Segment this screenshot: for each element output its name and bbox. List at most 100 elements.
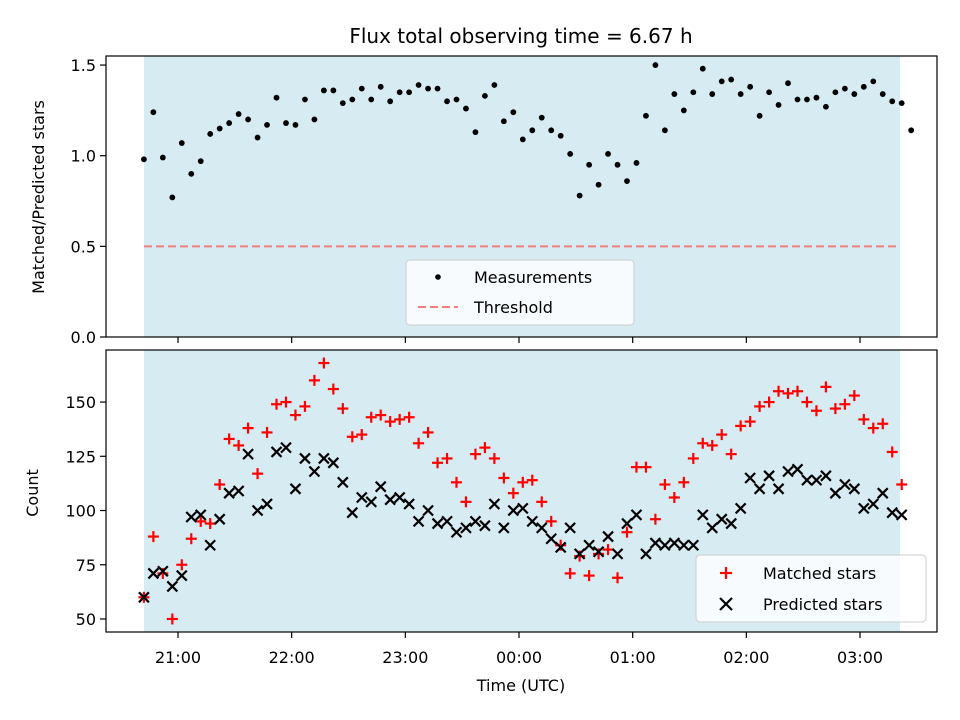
measurement-point <box>699 65 706 72</box>
measurement-point <box>879 91 886 97</box>
measurement-point <box>529 127 536 134</box>
predicted-star-point <box>517 502 529 515</box>
predicted-star-point <box>384 493 396 506</box>
matched-star-point <box>792 385 804 397</box>
measurement-point <box>510 109 517 116</box>
measurement-point <box>169 194 176 201</box>
y-tick-label: 1.5 <box>71 56 96 75</box>
matched-star-point <box>327 383 339 395</box>
matched-star-point <box>252 468 264 480</box>
x-tick-label: 03:00 <box>837 648 883 667</box>
predicted-star-point <box>166 580 179 593</box>
legend-matched-marker <box>720 567 732 579</box>
legend-measurements-marker <box>435 274 441 280</box>
measurement-point <box>311 116 318 123</box>
matched-star-point <box>479 442 491 454</box>
measurement-point <box>339 100 346 107</box>
predicted-star-point <box>848 483 861 495</box>
measurement-point <box>671 91 678 97</box>
matched-star-point <box>668 492 680 504</box>
predicted-star-point <box>829 487 842 499</box>
matched-star-point <box>356 429 368 441</box>
measurement-point <box>860 83 867 90</box>
measurement-point <box>614 161 621 168</box>
measurement-point <box>785 80 791 87</box>
bottom-legend: Matched stars Predicted stars <box>695 554 927 623</box>
matched-star-point <box>413 437 425 449</box>
measurement-point <box>197 158 204 165</box>
matched-star-point <box>536 496 548 508</box>
matched-star-point <box>678 476 690 488</box>
predicted-star-point <box>839 478 851 491</box>
predicted-star-point <box>213 513 226 525</box>
predicted-stars-points <box>138 441 908 604</box>
matched-star-point <box>763 396 775 408</box>
measurement-point <box>823 103 829 110</box>
matched-star-point <box>204 518 216 530</box>
matched-star-point <box>147 531 159 543</box>
x-tick-label: 02:00 <box>723 648 769 667</box>
x-tick-label: 01:00 <box>610 648 656 667</box>
y-tick-label: 75 <box>76 556 96 575</box>
predicted-star-point <box>460 522 472 534</box>
matched-star-point <box>498 472 510 484</box>
measurements-points <box>140 62 915 201</box>
measurement-point <box>273 94 280 101</box>
predicted-star-point <box>157 565 169 578</box>
measurement-point <box>661 127 668 134</box>
measurement-point <box>415 82 422 88</box>
x-tick-label: 21:00 <box>155 648 201 667</box>
bottom-y-axis-ticks: 50 75 100 125 150 <box>65 393 106 629</box>
predicted-star-point <box>393 491 406 504</box>
matched-star-point <box>659 478 671 490</box>
matched-star-point <box>308 374 320 386</box>
measurement-point <box>235 111 242 117</box>
matched-star-point <box>687 452 699 464</box>
measurement-point <box>226 120 233 126</box>
measurement-point <box>377 83 384 90</box>
predicted-star-point <box>280 441 292 454</box>
matched-star-point <box>867 422 879 434</box>
matched-star-point <box>517 476 529 488</box>
matched-star-point <box>337 403 349 415</box>
predicted-star-point <box>876 487 889 499</box>
legend-predicted-label: Predicted stars <box>763 595 883 614</box>
measurement-point <box>804 96 810 103</box>
legend-predicted-marker <box>719 597 733 611</box>
matched-star-point <box>735 420 747 432</box>
measurement-point <box>851 91 858 97</box>
measurement-point <box>889 98 896 105</box>
measurement-point <box>264 121 270 128</box>
measurement-point <box>841 85 848 92</box>
measurement-point <box>595 181 602 188</box>
predicted-star-point <box>611 548 624 560</box>
matched-star-point <box>754 400 766 412</box>
matched-star-point <box>441 452 453 464</box>
matched-star-point <box>782 387 794 399</box>
matched-star-point <box>697 437 709 449</box>
predicted-star-point <box>185 511 198 523</box>
measurement-point <box>320 87 327 94</box>
predicted-star-point <box>678 539 690 552</box>
y-tick-label: 100 <box>65 502 96 521</box>
matched-star-point <box>233 439 245 451</box>
predicted-star-point <box>422 504 434 517</box>
predicted-star-point <box>801 474 813 486</box>
measurement-point <box>794 96 801 103</box>
measurement-point <box>472 129 479 136</box>
matched-star-point <box>810 405 822 417</box>
matched-star-point <box>460 496 472 508</box>
matched-star-point <box>640 461 652 473</box>
matched-star-point <box>839 398 851 410</box>
y-tick-label: 0.5 <box>71 237 96 256</box>
measurement-point <box>898 100 905 107</box>
predicted-star-point <box>147 567 160 580</box>
predicted-star-point <box>337 476 349 489</box>
legend-measurements-label: Measurements <box>474 268 592 287</box>
predicted-star-point <box>355 491 368 504</box>
predicted-star-point <box>403 498 415 510</box>
matched-star-point <box>450 476 462 488</box>
top-axes-frame <box>105 55 938 338</box>
predicted-star-point <box>242 448 254 460</box>
measurement-point <box>586 161 593 168</box>
